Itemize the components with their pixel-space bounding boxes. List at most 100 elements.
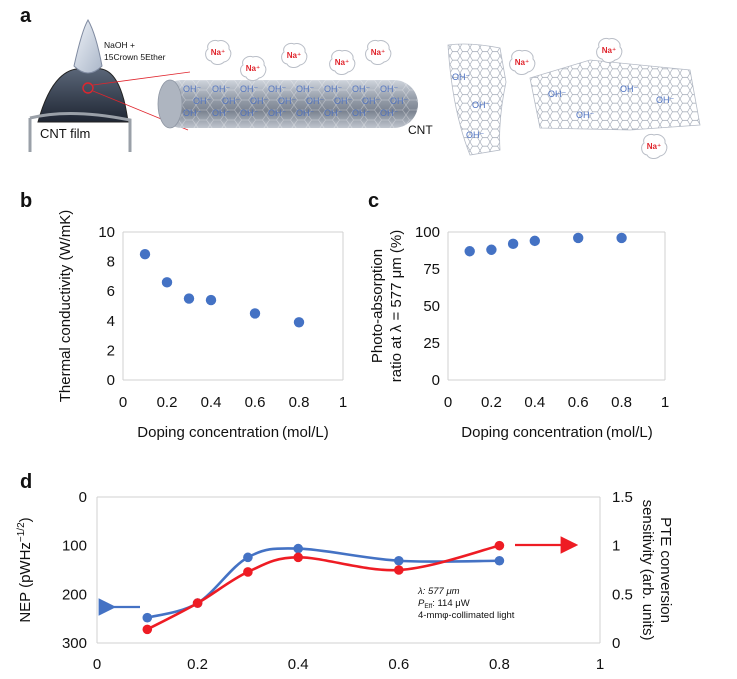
chart-d-left-ylabel: NEP (pWHz−1/2) bbox=[16, 517, 34, 622]
oh-ion: OH⁻ bbox=[656, 95, 675, 105]
panel-d: d 0 100 200 300 0 0.5 1 1.5 0 0.2 0.4 0.6 0.8 1 NEP… bbox=[16, 471, 674, 673]
nep-data-point bbox=[293, 543, 304, 554]
x-tick-label: 0.6 bbox=[568, 394, 589, 411]
cnt-film-label: CNT film bbox=[40, 126, 90, 141]
right-y-tick-label: 1.5 bbox=[612, 489, 633, 506]
droplet-icon bbox=[73, 19, 103, 74]
cnt-tube-illustration: CNT OH⁻ OH⁻ OH⁻ OH⁻ OH⁻ OH⁻ OH⁻ OH⁻OH⁻ OH⁻ OH⁻ OH⁻… bbox=[157, 39, 433, 137]
annotation-wavelength: λ: 577 μm bbox=[417, 586, 460, 597]
y-tick-label: 0 bbox=[107, 372, 115, 389]
chart-c-ylabel-2: ratio at λ = 577 μm (%) bbox=[388, 230, 405, 382]
x-tick-label: 0.4 bbox=[201, 394, 222, 411]
x-tick-label: 0.2 bbox=[481, 394, 502, 411]
data-point bbox=[205, 294, 217, 306]
left-y-tick-label: 200 bbox=[62, 586, 87, 603]
left-y-tick-label: 300 bbox=[62, 635, 87, 652]
left-y-tick-label: 0 bbox=[79, 489, 87, 506]
right-y-tick-label: 1 bbox=[612, 538, 620, 555]
oh-ion: OH⁻ bbox=[240, 108, 259, 118]
oh-ion: OH⁻ bbox=[278, 96, 297, 106]
oh-ion-group: OH⁻ OH⁻ OH⁻ OH⁻ OH⁻ OH⁻ OH⁻ OH⁻OH⁻ OH⁻ OH⁻ OH⁻ OH⁻ O… bbox=[183, 84, 409, 118]
chart-c: 0 25 50 75 100 0 0.2 0.4 0.6 0.8 1 Photo-absorpti… bbox=[369, 224, 669, 441]
oh-ion: OH⁻ bbox=[362, 96, 381, 106]
x-tick-label: 1 bbox=[596, 656, 604, 673]
oh-ion: OH⁻ bbox=[183, 84, 202, 94]
chart-b: 0 2 4 6 8 10 0 0.2 0.4 0.6 0.8 1 Thermal conductiv… bbox=[57, 210, 347, 441]
cnt-label: CNT bbox=[408, 123, 433, 137]
y-tick-label: 10 bbox=[98, 224, 115, 241]
panel-c: c 0 25 50 75 100 0 0.2 0.4 0.6 0.8 1 Photo-absorp… bbox=[368, 190, 669, 441]
x-tick-label: 0.8 bbox=[289, 394, 310, 411]
svg-text:Na⁺: Na⁺ bbox=[335, 58, 349, 67]
y-tick-label: 75 bbox=[423, 261, 440, 278]
panel-label-a: a bbox=[20, 5, 32, 27]
data-point bbox=[573, 232, 584, 244]
svg-text:Na⁺: Na⁺ bbox=[371, 48, 385, 57]
x-tick-label: 0 bbox=[93, 656, 101, 673]
pte-data-point bbox=[142, 624, 153, 635]
nep-data-point bbox=[142, 612, 153, 623]
data-point bbox=[293, 317, 305, 328]
chart-d-right-ylabel-1: PTE conversion bbox=[657, 517, 674, 623]
na-ion: Na⁺ bbox=[596, 37, 623, 64]
reagent-label-1: NaOH + bbox=[104, 40, 135, 50]
data-point bbox=[139, 249, 151, 260]
oh-ion: OH⁻ bbox=[240, 84, 259, 94]
y-tick-label: 6 bbox=[107, 283, 115, 300]
oh-ion: OH⁻ bbox=[296, 84, 315, 94]
panel-b: b 0 2 4 6 8 10 0 0.2 0.4 0.6 0.8 1 Thermal conduct… bbox=[20, 190, 347, 441]
oh-ion: OH⁻ bbox=[193, 96, 212, 106]
nep-data-point bbox=[494, 555, 505, 566]
cnt-film-illustration: CNT film NaOH + 15Crown 5Ether bbox=[28, 19, 191, 152]
y-tick-label: 4 bbox=[107, 313, 115, 330]
pte-data-point bbox=[394, 565, 404, 575]
oh-ion: OH⁻ bbox=[380, 108, 399, 118]
chart-b-xlabel: Doping concentration (mol/L) bbox=[137, 424, 328, 441]
na-ion: Na⁺ bbox=[365, 39, 392, 66]
oh-ion: OH⁻ bbox=[212, 84, 231, 94]
pte-data-point bbox=[243, 567, 253, 577]
reagent-label-2: 15Crown 5Ether bbox=[104, 52, 166, 62]
na-ion: Na⁺ bbox=[281, 42, 308, 69]
y-tick-label: 100 bbox=[415, 224, 440, 241]
x-tick-label: 0.8 bbox=[489, 656, 510, 673]
na-ion: Na⁺ bbox=[509, 49, 536, 76]
x-tick-label: 0 bbox=[444, 394, 452, 411]
chart-c-ylabel-1: Photo-absorption bbox=[369, 249, 386, 363]
chart-b-ylabel: Thermal conductivity (W/mK) bbox=[57, 210, 74, 403]
measurement-annotation: λ: 577 μm PEff: 114 μW 4-mmφ-collimated … bbox=[417, 586, 515, 621]
y-tick-label: 50 bbox=[423, 298, 440, 315]
data-point bbox=[486, 244, 497, 255]
oh-ion: OH⁻ bbox=[324, 108, 343, 118]
nep-data-point bbox=[394, 555, 404, 566]
na-ion-group: Na⁺ Na⁺ Na⁺ Na⁺ Na⁺ bbox=[205, 39, 392, 82]
oh-ion: OH⁻ bbox=[352, 84, 371, 94]
oh-ion: OH⁻ bbox=[183, 108, 202, 118]
sheet-right-illustration: OH⁻ OH⁻ OH⁻ OH⁻ Na⁺ Na⁺ Na⁺ bbox=[509, 37, 701, 160]
y-tick-label: 0 bbox=[432, 372, 440, 389]
chart-d-right-ylabel-2: sensitivity (arb. units) bbox=[639, 500, 656, 641]
x-tick-label: 1 bbox=[661, 394, 669, 411]
panel-label-c: c bbox=[368, 190, 379, 212]
x-tick-label: 0.2 bbox=[157, 394, 178, 411]
annotation-power: PEff: 114 μW bbox=[418, 598, 470, 610]
svg-text:Na⁺: Na⁺ bbox=[246, 64, 260, 73]
zoom-circle-icon bbox=[82, 82, 94, 94]
right-y-tick-label: 0 bbox=[612, 635, 620, 652]
x-tick-label: 0.2 bbox=[187, 656, 208, 673]
data-point bbox=[464, 246, 475, 257]
sheet-left-illustration: OH⁻ OH⁻ OH⁻ bbox=[447, 43, 507, 156]
oh-ion: OH⁻ bbox=[268, 108, 287, 118]
na-ion: Na⁺ bbox=[205, 39, 232, 66]
data-point bbox=[183, 293, 195, 304]
oh-ion: OH⁻ bbox=[548, 89, 567, 99]
x-tick-label: 0.4 bbox=[524, 394, 545, 411]
oh-ion: OH⁻ bbox=[222, 96, 241, 106]
oh-ion: OH⁻ bbox=[352, 108, 371, 118]
x-tick-label: 0 bbox=[119, 394, 127, 411]
svg-text:Na⁺: Na⁺ bbox=[211, 48, 225, 57]
left-y-tick-label: 100 bbox=[62, 538, 87, 555]
oh-ion: OH⁻ bbox=[472, 100, 491, 110]
svg-text:Na⁺: Na⁺ bbox=[647, 142, 661, 151]
svg-text:Na⁺: Na⁺ bbox=[602, 46, 616, 55]
